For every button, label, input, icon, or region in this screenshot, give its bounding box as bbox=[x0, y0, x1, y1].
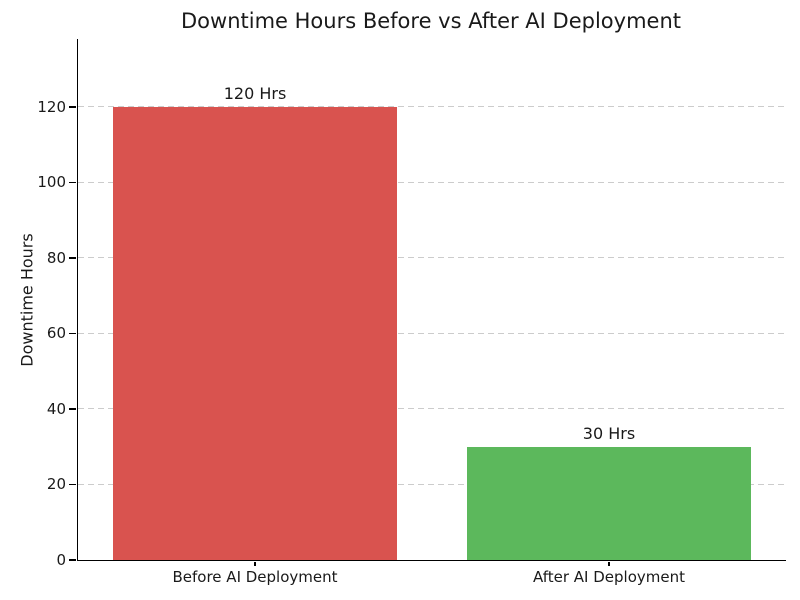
y-tick-mark bbox=[69, 408, 77, 410]
y-tick-label: 20 bbox=[46, 475, 66, 494]
x-tick-mark bbox=[254, 561, 256, 567]
x-tick-label: After AI Deployment bbox=[533, 568, 685, 586]
y-axis-label: Downtime Hours bbox=[17, 233, 37, 367]
y-gridline bbox=[78, 106, 786, 108]
y-gridline bbox=[78, 257, 786, 259]
bar-before-ai bbox=[113, 106, 397, 560]
chart-title: Downtime Hours Before vs After AI Deploy… bbox=[181, 9, 681, 33]
y-tick-label: 60 bbox=[46, 324, 66, 343]
y-tick-mark bbox=[69, 257, 77, 259]
y-tick-mark bbox=[69, 332, 77, 335]
y-tick-mark bbox=[69, 181, 77, 184]
y-tick-label: 100 bbox=[37, 173, 66, 192]
y-tick-label: 80 bbox=[46, 248, 66, 267]
plot-area: 0 20 40 60 80 100 120 120 Hrs Before AI Deployme… bbox=[37, 39, 786, 586]
y-gridline bbox=[78, 483, 786, 485]
y-gridline bbox=[78, 181, 786, 183]
y-tick-mark bbox=[69, 483, 77, 486]
x-tick-mark bbox=[608, 561, 610, 567]
y-tick-mark bbox=[69, 106, 77, 108]
y-tick-mark bbox=[69, 559, 77, 561]
y-tick-label: 0 bbox=[56, 551, 66, 569]
y-tick-label: 40 bbox=[46, 399, 66, 418]
y-gridline bbox=[78, 332, 786, 334]
bar-value-label: 30 Hrs bbox=[582, 423, 636, 443]
y-tick-label: 120 bbox=[37, 97, 66, 116]
y-gridline bbox=[78, 408, 786, 410]
bar-value-label: 120 Hrs bbox=[223, 83, 287, 103]
x-tick-label: Before AI Deployment bbox=[172, 568, 338, 586]
bar-after-ai bbox=[467, 446, 751, 560]
